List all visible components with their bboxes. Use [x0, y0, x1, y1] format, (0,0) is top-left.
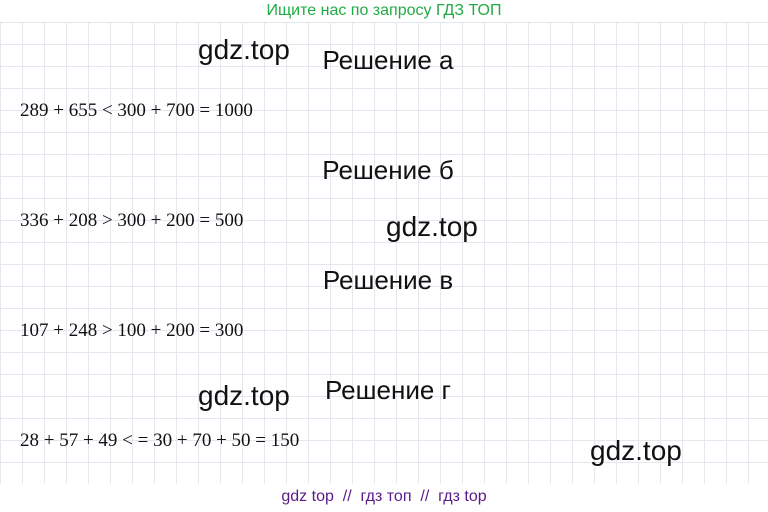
footer-text: gdz top // гдз топ // гдз top	[281, 488, 487, 505]
equation: 28 + 57 + 49 < = 30 + 70 + 50 = 150	[20, 430, 300, 451]
section-heading: Решение в	[322, 265, 454, 295]
section-heading: Решение г	[324, 375, 452, 405]
watermark: gdz.top	[198, 380, 290, 411]
equation: 289 + 655 < 300 + 700 = 1000	[20, 100, 253, 121]
section-heading: Решение а	[322, 45, 454, 75]
watermark: gdz.top	[198, 34, 290, 65]
header-title: Ищите нас по запросу ГДЗ ТОП	[266, 2, 502, 19]
watermark: gdz.top	[386, 211, 478, 242]
grid-background	[0, 22, 768, 484]
equation: 336 + 208 > 300 + 200 = 500	[20, 210, 244, 231]
equation: 107 + 248 > 100 + 200 = 300	[20, 320, 244, 341]
watermark: gdz.top	[590, 435, 682, 466]
section-heading: Решение б	[322, 155, 454, 185]
